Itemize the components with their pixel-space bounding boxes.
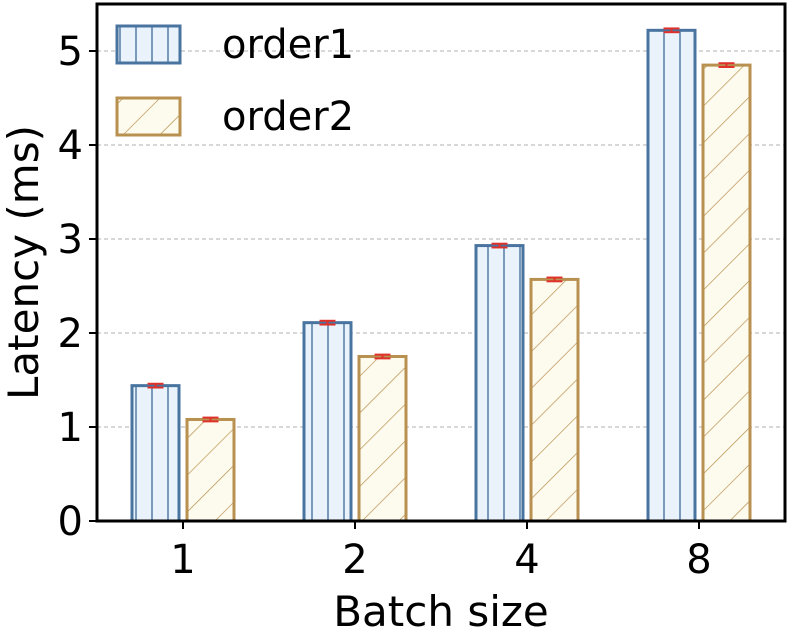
legend-swatch-order2-hatch (117, 98, 180, 135)
x-tick-label: 2 (342, 537, 367, 583)
x-axis-label: Batch size (333, 587, 549, 633)
bar-order2-hatch (703, 65, 750, 521)
legend-swatch-order1 (115, 24, 182, 65)
plot-frame (95, 2, 787, 523)
bar-order1-hatch (476, 245, 523, 521)
x-tick-label: 8 (686, 537, 711, 583)
bars (130, 27, 752, 523)
x-tick-label: 1 (170, 537, 195, 583)
y-tick-label: 3 (58, 217, 83, 263)
bar-order1-hatch (304, 322, 351, 521)
bar-order1-hatch (132, 385, 179, 521)
y-tick-label: 5 (58, 29, 83, 75)
bar-order2-hatch (187, 419, 234, 521)
legend: order1 order2 (115, 22, 354, 140)
legend-swatch-order2 (115, 96, 182, 137)
bar-order1-hatch (648, 30, 695, 521)
legend-label-order1: order1 (222, 22, 354, 68)
y-tick-label: 1 (58, 405, 83, 451)
y-tick-label: 2 (58, 311, 83, 357)
axes: 0 1 2 3 4 5 1 2 4 8 (58, 2, 787, 583)
bar-order2-hatch (531, 279, 578, 521)
y-tick-label: 0 (58, 499, 83, 545)
legend-swatch-order1-hatch (117, 26, 180, 63)
bar-order2-hatch (359, 356, 406, 521)
y-tick-label: 4 (58, 123, 83, 169)
y-axis-label: Latency (ms) (0, 125, 48, 400)
legend-label-order2: order2 (222, 94, 354, 140)
x-tick-label: 4 (514, 537, 539, 583)
